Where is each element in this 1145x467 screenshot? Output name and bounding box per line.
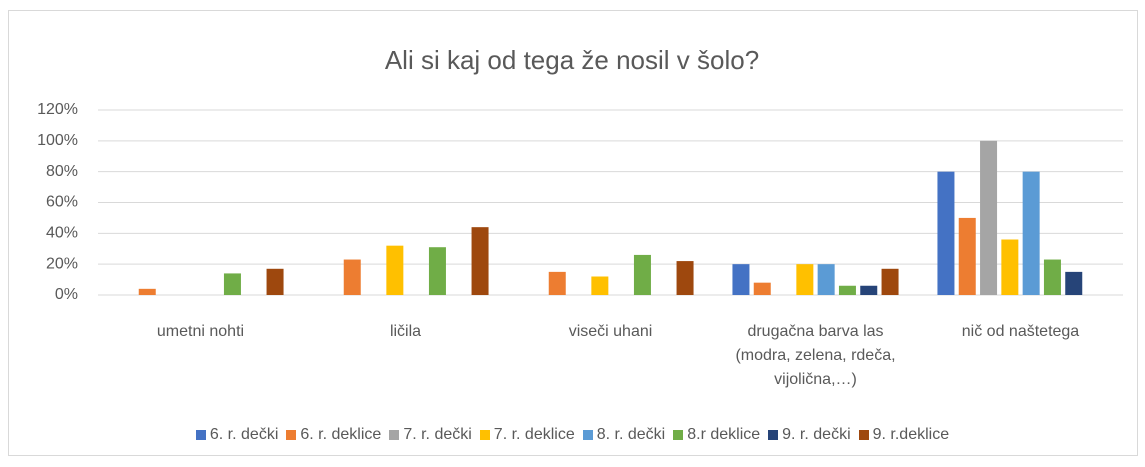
y-tick-label: 60%: [46, 194, 78, 211]
bar: [1022, 171, 1040, 295]
legend-swatch: [195, 430, 206, 440]
chart-frame: [8, 10, 1138, 456]
legend-label: 9. r.deklice: [872, 426, 950, 443]
legend-item: 7. r. deklice: [479, 426, 575, 444]
bar: [753, 282, 771, 295]
x-tick-label: viseči uhani: [568, 323, 653, 340]
bar: [266, 268, 284, 295]
y-tick-label: 40%: [46, 225, 78, 242]
bar: [548, 271, 566, 295]
legend-label: 6. r. deklice: [300, 426, 382, 443]
legend-label: 9. r. dečki: [782, 426, 851, 443]
legend-label: 8.r deklice: [687, 426, 761, 443]
bar: [1043, 259, 1061, 295]
bar: [428, 247, 446, 295]
legend-item: 8. r. dečki: [582, 426, 666, 444]
x-tick-label: ličila: [389, 323, 422, 340]
legend-item: 9. r.deklice: [858, 426, 950, 444]
x-tick-label: nič od naštetega: [961, 323, 1080, 340]
bar: [676, 261, 694, 295]
bar: [980, 140, 998, 295]
bar: [860, 285, 878, 295]
y-tick-label: 20%: [46, 255, 78, 272]
legend-item: 9. r. dečki: [768, 426, 851, 444]
legend-label: 8. r. dečki: [596, 426, 666, 443]
legend: 6. r. dečki 6. r. deklice 7. r. dečki 7. r.…: [0, 426, 1145, 444]
bar: [386, 245, 404, 295]
bar: [223, 273, 241, 295]
y-tick-label: 80%: [46, 163, 78, 180]
legend-swatch: [858, 430, 869, 440]
bar: [591, 276, 609, 295]
legend-label: 6. r. dečki: [209, 426, 279, 443]
bar: [838, 285, 856, 295]
legend-item: 7. r. dečki: [389, 426, 472, 444]
bar: [1065, 271, 1083, 295]
legend-swatch: [582, 430, 593, 440]
bar: [138, 288, 156, 295]
x-tick-label: umetni nohti: [156, 323, 245, 340]
bar: [937, 171, 955, 295]
legend-label: 7. r. deklice: [493, 426, 575, 443]
bar: [817, 264, 835, 295]
x-tick-label: drugačna barva las (modra, zelena, rdeča…: [735, 323, 896, 388]
bar: [796, 264, 814, 295]
bar: [343, 259, 361, 295]
bar: [958, 217, 976, 295]
y-tick-label: 0%: [55, 286, 78, 303]
legend-item: 8.r deklice: [673, 426, 760, 444]
legend-swatch: [389, 430, 400, 440]
bar: [732, 264, 750, 295]
y-tick-label: 100%: [37, 132, 78, 149]
legend-swatch: [286, 430, 297, 440]
y-tick-label: 120%: [37, 101, 78, 118]
bar: [633, 254, 651, 295]
legend-item: 6. r. dečki: [195, 426, 279, 444]
bar: [881, 268, 899, 295]
bar: [471, 227, 489, 295]
bar: [1001, 239, 1019, 295]
chart-title: Ali si kaj od tega že nosil v šolo?: [385, 45, 759, 75]
legend-label: 7. r. dečki: [403, 426, 472, 443]
legend-swatch: [673, 430, 684, 440]
legend-swatch: [479, 430, 490, 440]
legend-swatch: [768, 430, 779, 440]
legend-item: 6. r. deklice: [286, 426, 381, 444]
